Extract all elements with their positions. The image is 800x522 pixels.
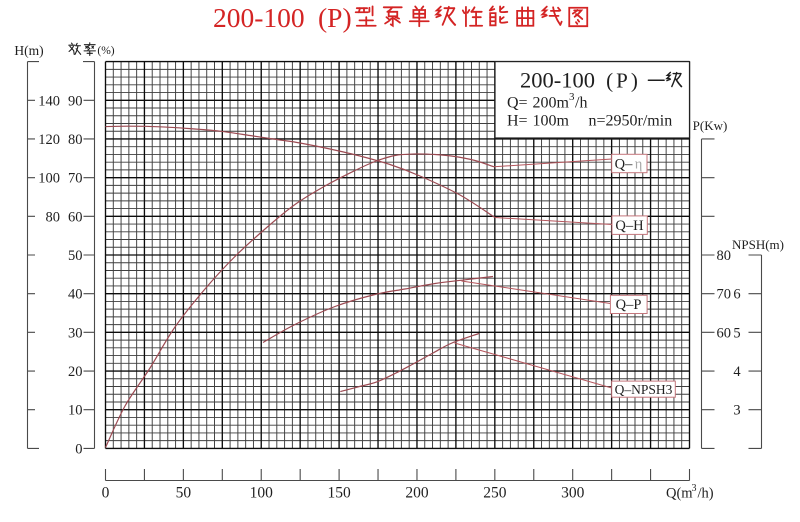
svg-text:200-100: 200-100 [520, 68, 595, 93]
svg-text:n=2950r/min: n=2950r/min [589, 113, 673, 130]
svg-text:80: 80 [717, 248, 732, 264]
svg-text:H(m): H(m) [14, 43, 43, 58]
svg-text:40: 40 [68, 287, 83, 303]
svg-text:6: 6 [733, 287, 740, 303]
svg-text:80: 80 [46, 209, 61, 225]
svg-text:0: 0 [102, 485, 110, 502]
svg-text:P(Kw): P(Kw) [693, 118, 728, 133]
svg-text:(P): (P) [318, 2, 352, 33]
svg-text:80: 80 [68, 132, 83, 148]
svg-text:200: 200 [405, 485, 429, 502]
svg-text:100m: 100m [533, 113, 570, 130]
svg-text:Q(m: Q(m [666, 486, 693, 502]
svg-text:50: 50 [68, 248, 83, 264]
svg-text:/h: /h [575, 95, 587, 112]
svg-text:30: 30 [68, 325, 83, 341]
svg-text:70: 70 [717, 287, 732, 303]
svg-text:20: 20 [68, 364, 83, 380]
svg-text:(P): (P) [606, 69, 641, 93]
svg-text:250: 250 [483, 485, 507, 502]
svg-text:/h): /h) [698, 486, 714, 502]
svg-text:H=: H= [507, 113, 528, 130]
svg-text:Q–NPSH3: Q–NPSH3 [615, 382, 673, 397]
svg-text:Q–P: Q–P [616, 297, 642, 313]
svg-text:60: 60 [717, 325, 732, 341]
svg-text:3: 3 [692, 483, 697, 494]
svg-text:70: 70 [68, 171, 83, 187]
svg-text:5: 5 [733, 325, 740, 341]
svg-text:3: 3 [733, 403, 740, 419]
svg-text:100: 100 [250, 485, 274, 502]
svg-text:4: 4 [733, 364, 741, 380]
svg-text:NPSH(m): NPSH(m) [732, 237, 784, 252]
svg-text:10: 10 [68, 403, 83, 419]
svg-text:50: 50 [176, 485, 192, 502]
svg-text:3: 3 [569, 91, 575, 103]
svg-text:300: 300 [561, 485, 585, 502]
svg-text:Q=: Q= [507, 95, 528, 112]
svg-text:Q–: Q– [615, 156, 633, 172]
svg-text:Q–H: Q–H [615, 218, 644, 234]
svg-text:90: 90 [68, 93, 83, 109]
svg-text:150: 150 [327, 485, 351, 502]
svg-text:η: η [635, 156, 643, 172]
svg-text:60: 60 [68, 209, 83, 225]
svg-text:0: 0 [75, 441, 82, 457]
svg-text:120: 120 [38, 132, 60, 148]
svg-text:100: 100 [38, 171, 60, 187]
svg-text:200-100: 200-100 [213, 2, 305, 33]
svg-text:200m: 200m [533, 95, 570, 112]
svg-text:140: 140 [38, 93, 60, 109]
svg-text:(%): (%) [97, 45, 114, 57]
